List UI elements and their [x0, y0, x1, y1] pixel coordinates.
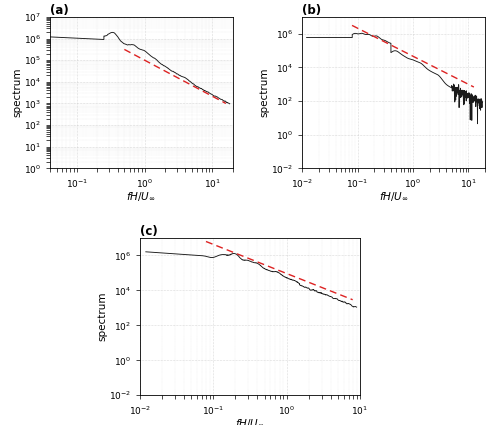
- Text: (c): (c): [140, 225, 158, 238]
- Y-axis label: spectrum: spectrum: [12, 68, 22, 117]
- X-axis label: $fH/U_\infty$: $fH/U_\infty$: [235, 418, 265, 425]
- Y-axis label: spectrum: spectrum: [98, 292, 108, 341]
- Text: (b): (b): [302, 4, 322, 17]
- Text: (a): (a): [50, 4, 69, 17]
- X-axis label: $fH/U_\infty$: $fH/U_\infty$: [126, 191, 156, 203]
- X-axis label: $fH/U_\infty$: $fH/U_\infty$: [378, 191, 408, 203]
- Y-axis label: spectrum: spectrum: [260, 68, 270, 117]
